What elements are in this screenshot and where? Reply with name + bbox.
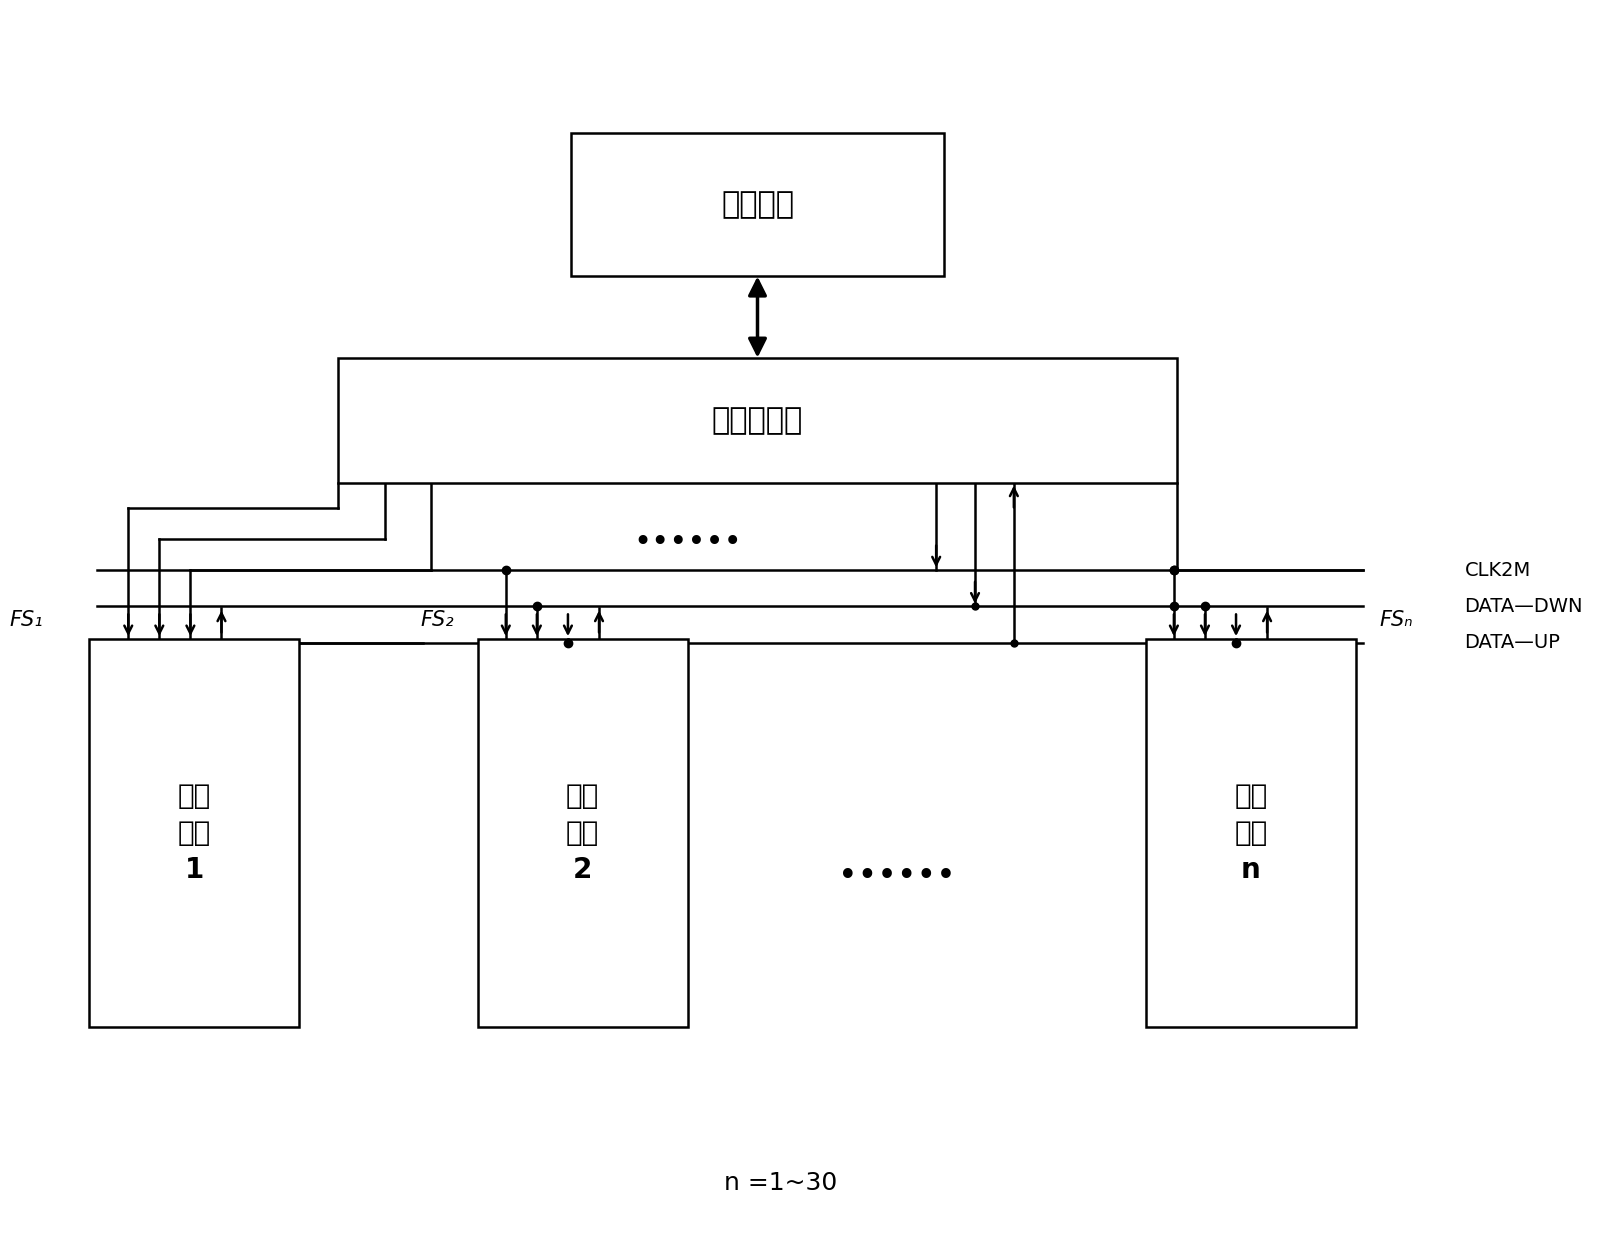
Text: n =1~30: n =1~30 — [725, 1170, 837, 1195]
Text: 用户
单元
2: 用户 单元 2 — [566, 782, 600, 883]
Bar — [338, 357, 1177, 482]
Bar — [1146, 639, 1356, 1026]
Text: CLK2M: CLK2M — [1465, 561, 1531, 580]
Text: 用户
单元
1: 用户 单元 1 — [178, 782, 212, 883]
Text: FS₂: FS₂ — [422, 610, 455, 630]
Bar — [478, 639, 688, 1026]
Text: DATA—DWN: DATA—DWN — [1465, 596, 1582, 616]
Text: DATA—UP: DATA—UP — [1465, 633, 1560, 653]
Text: ••••••: •••••• — [633, 529, 742, 558]
Bar — [90, 639, 300, 1026]
Text: 帧处理器: 帧处理器 — [721, 190, 793, 219]
Text: 总线控制器: 总线控制器 — [712, 406, 803, 435]
Text: ••••••: •••••• — [838, 860, 957, 893]
Text: FS₁: FS₁ — [10, 610, 43, 630]
Text: 用户
单元
n: 用户 单元 n — [1234, 782, 1268, 883]
Text: FSₙ: FSₙ — [1379, 610, 1412, 630]
Bar — [571, 133, 944, 277]
